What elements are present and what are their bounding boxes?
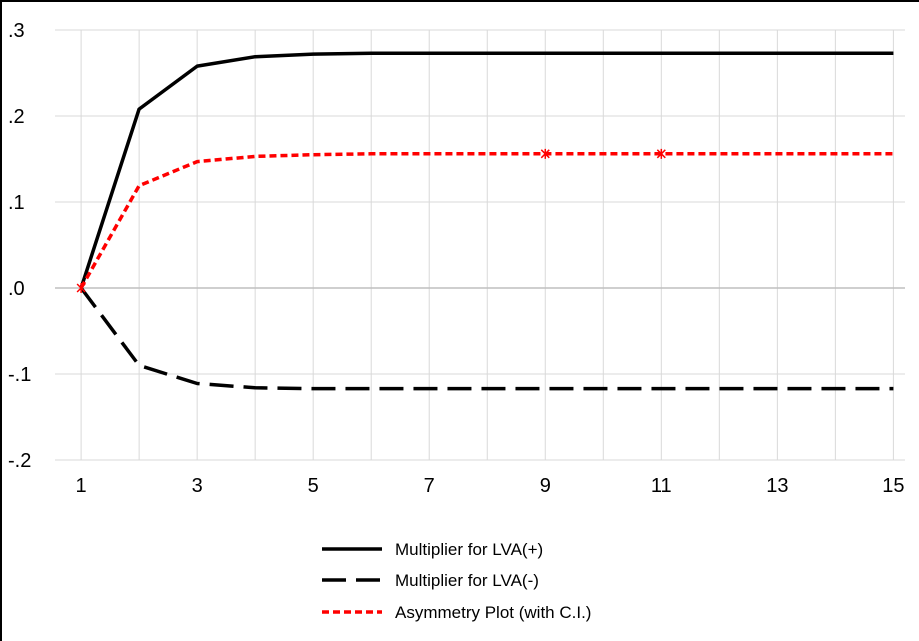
legend: Multiplier for LVA(+) Multiplier for LVA(…	[309, 531, 599, 641]
legend-label-1: Multiplier for LVA(+)	[395, 540, 543, 559]
series-line-1	[79, 51, 894, 289]
x-tick-label: 5	[308, 475, 319, 497]
legend-label-2: Multiplier for LVA(-)	[395, 571, 539, 590]
y-tick-label: .1	[8, 192, 25, 214]
x-tick-label: 13	[766, 475, 788, 497]
y-tick-label: .0	[8, 278, 25, 300]
x-tick-label: 3	[192, 475, 203, 497]
axes: .3.2.1.0-.1-.21 3 5 7 9 11 13 15	[8, 20, 905, 497]
x-tick-label: 1	[76, 475, 87, 497]
series-marker	[540, 148, 550, 159]
x-tick-label: 11	[651, 475, 672, 497]
series-lines	[76, 51, 894, 391]
series-line-2	[79, 286, 894, 391]
y-tick-label: .3	[8, 20, 25, 42]
series-marker	[76, 283, 86, 293]
legend-label-3: Asymmetry Plot (with C.I.)	[395, 603, 591, 622]
x-tick-label: 7	[424, 475, 435, 497]
series-marker	[656, 148, 666, 159]
series-line-3	[79, 152, 894, 289]
y-tick-label: -.1	[8, 364, 31, 386]
grid	[55, 29, 905, 461]
y-tick-label: -.2	[8, 450, 31, 472]
y-tick-label: .2	[8, 106, 25, 128]
x-tick-label: 15	[882, 475, 904, 497]
x-tick-label: 9	[540, 475, 551, 497]
